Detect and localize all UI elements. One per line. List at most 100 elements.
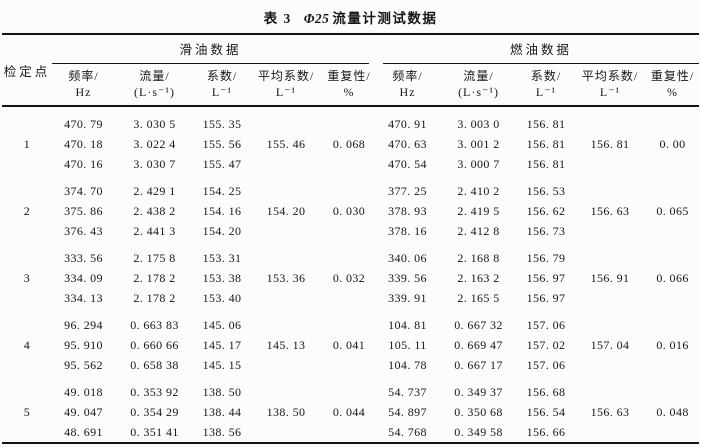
lube-repeat-cell: 0. 068: [332, 137, 366, 151]
lube-freq-cell: 470. 79: [64, 117, 103, 131]
group-header-fuel-label: 燃油数据: [383, 39, 700, 64]
fuel-flow-cell: 0. 667 17: [454, 358, 503, 372]
lube-freq-cell: 375. 86: [64, 204, 103, 218]
lube-flow-cell: 3. 022 4: [133, 137, 176, 151]
fuel-coef-cell: 157. 06: [526, 318, 566, 332]
lube-coef-cell: 153. 40: [202, 291, 242, 305]
fuel-coef-cell: 156. 79: [526, 251, 566, 265]
col-header-line2: L⁻¹: [211, 85, 233, 99]
lube-flow-cell: 2. 438 2: [133, 204, 176, 218]
lube-flow-cell: 2. 429 1: [133, 184, 176, 198]
lube-freq-cell: 470. 18: [64, 137, 103, 151]
fuel-coef-cell: 156. 68: [526, 385, 566, 399]
fuel-freq-cell: 340. 06: [388, 251, 427, 265]
lube-avg-coef-cell: 154. 20: [266, 204, 306, 218]
fuel-flow-cell: 0. 669 47: [454, 338, 503, 352]
col-header-fuel-flow: 流量/ (L·s⁻¹): [439, 64, 519, 107]
point-cell: 3: [23, 271, 31, 285]
lube-freq-cell: 96. 294: [64, 318, 103, 332]
lube-flow-cell: 2. 178 2: [133, 271, 176, 285]
fuel-flow-cell: 0. 349 58: [454, 425, 503, 439]
col-header-line2: %: [667, 85, 679, 99]
lube-flow-cell: 2. 441 3: [133, 224, 176, 238]
fuel-freq-cell: 470. 91: [388, 117, 427, 131]
lube-avg-coef-cell: 155. 46: [266, 137, 306, 151]
lube-avg-coef-cell: 138. 50: [266, 405, 306, 419]
table-row: 5 49. 018 0. 353 92 138. 50 138. 50 0. 044 54.…: [2, 375, 699, 419]
point-cell: 5: [23, 405, 31, 419]
group-header-lube-label: 滑油数据: [52, 39, 370, 64]
col-header-line2: %: [343, 85, 355, 99]
lube-coef-cell: 145. 06: [202, 318, 242, 332]
fuel-coef-cell: 157. 06: [526, 358, 566, 372]
table-row: 1 470. 79 3. 030 5 155. 35 155. 46 0. 068 470.…: [2, 106, 699, 151]
col-header-line1: 重复性/: [650, 69, 695, 83]
lube-flow-cell: 0. 660 66: [130, 338, 179, 352]
fuel-flow-cell: 0. 667 32: [454, 318, 503, 332]
lube-coef-cell: 155. 47: [202, 157, 242, 171]
data-table: 检定点 滑油数据 燃油数据 频率/Hz 流量/(L·s⁻¹) 系数/L⁻¹ 平均系数/…: [2, 33, 700, 444]
fuel-freq-cell: 54. 768: [388, 425, 427, 439]
lube-flow-cell: 2. 178 2: [133, 291, 176, 305]
fuel-freq-cell: 54. 897: [388, 405, 427, 419]
col-header-lube-coef: 系数/L⁻¹: [194, 64, 250, 107]
col-header-line2: L⁻¹: [599, 85, 621, 99]
lube-flow-cell: 0. 351 41: [130, 425, 179, 439]
fuel-coef-cell: 156. 97: [526, 271, 566, 285]
lube-freq-cell: 333. 56: [64, 251, 103, 265]
lube-coef-cell: 154. 25: [202, 184, 242, 198]
col-header-fuel-coef: 系数/L⁻¹: [518, 64, 575, 107]
col-header-fuel-avg-coef: 平均系数/L⁻¹: [574, 64, 647, 107]
col-header-line2: L⁻¹: [535, 85, 557, 99]
lube-flow-cell: 3. 030 7: [133, 157, 176, 171]
table-row: 95. 910 0. 660 66 145. 17 105. 11 0. 669 47 1…: [2, 335, 699, 355]
lube-freq-cell: 49. 047: [64, 405, 103, 419]
col-header-line1: 平均系数/: [257, 69, 315, 83]
lube-repeat-cell: 0. 041: [332, 338, 366, 352]
fuel-flow-cell: 2. 168 8: [457, 251, 500, 265]
table-row: 3 333. 56 2. 175 8 153. 31 153. 36 0. 032 340.…: [2, 241, 699, 285]
lube-coef-cell: 155. 35: [202, 117, 242, 131]
fuel-coef-cell: 156. 73: [526, 224, 566, 238]
group-header-lube: 滑油数据: [52, 34, 376, 64]
fuel-freq-cell: 377. 25: [388, 184, 427, 198]
fuel-coef-cell: 156. 81: [526, 117, 566, 131]
lube-coef-cell: 145. 17: [202, 338, 242, 352]
table-row: 2 374. 70 2. 429 1 154. 25 154. 20 0. 030 377.…: [2, 174, 699, 218]
fuel-avg-coef-cell: 157. 04: [590, 338, 630, 352]
col-header-line2: Hz: [399, 85, 416, 99]
lube-coef-cell: 155. 56: [202, 137, 242, 151]
lube-repeat-cell: 0. 030: [332, 204, 366, 218]
lube-coef-cell: 153. 31: [202, 251, 242, 265]
table-row: 376. 43 2. 441 3 154. 20 378. 16 2. 412 8 156…: [2, 221, 699, 241]
col-header-line2: (L·s⁻¹): [134, 85, 175, 99]
col-header-line1: 频率/: [392, 69, 423, 83]
col-header-lube-flow: 流量/ (L·s⁻¹): [115, 64, 194, 107]
lube-coef-cell: 138. 44: [202, 405, 242, 419]
fuel-flow-cell: 2. 410 2: [457, 184, 500, 198]
lube-flow-cell: 3. 030 5: [133, 117, 176, 131]
lube-freq-cell: 376. 43: [64, 224, 103, 238]
col-header-line1: 重复性/: [327, 69, 371, 83]
col-header-line2: L⁻¹: [275, 85, 297, 99]
table-title-text: 流量计测试数据: [332, 11, 438, 26]
fuel-coef-cell: 156. 81: [526, 157, 566, 171]
col-header-fuel-repeat: 重复性/%: [646, 64, 700, 107]
col-header-lube-freq: 频率/Hz: [52, 64, 115, 107]
col-header-lube-repeat: 重复性/%: [322, 64, 377, 107]
table-row: 334. 13 2. 178 2 153. 40 339. 91 2. 165 5 156…: [2, 288, 699, 308]
fuel-flow-cell: 2. 419 5: [457, 204, 500, 218]
fuel-coef-cell: 156. 66: [526, 425, 566, 439]
fuel-coef-cell: 156. 53: [526, 184, 566, 198]
col-header-line1: 系数/: [530, 69, 562, 83]
fuel-freq-cell: 470. 63: [388, 137, 427, 151]
fuel-repeat-cell: 0. 048: [656, 405, 689, 419]
col-header-fuel-freq: 频率/Hz: [376, 64, 440, 107]
point-cell: 2: [23, 204, 31, 218]
group-header-fuel: 燃油数据: [376, 34, 700, 64]
lube-coef-cell: 138. 56: [202, 425, 242, 439]
lube-coef-cell: 154. 20: [202, 224, 242, 238]
fuel-coef-cell: 156. 62: [526, 204, 566, 218]
fuel-flow-cell: 0. 350 68: [454, 405, 503, 419]
